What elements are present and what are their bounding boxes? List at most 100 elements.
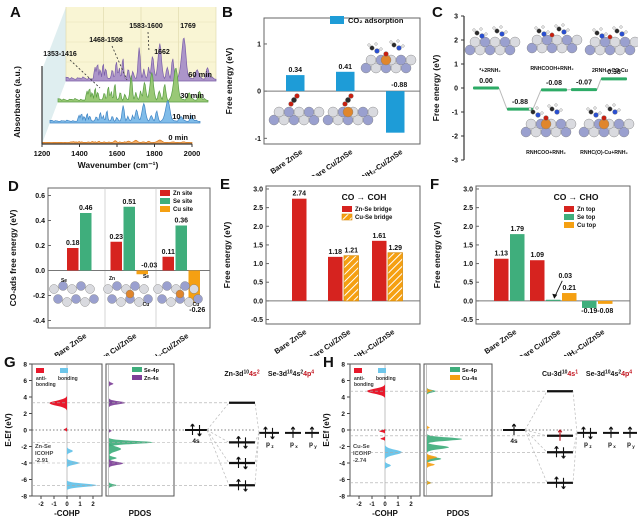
svg-text:Bare Cu/ZnSe: Bare Cu/ZnSe [93,331,138,356]
svg-text:1468-1508: 1468-1508 [89,37,123,44]
svg-text:0 min: 0 min [168,133,188,142]
svg-text:Free energy (eV): Free energy (eV) [431,55,441,122]
panel-d-bar-chart: -0.4 -0.2 0.0 0.2 0.4 0.6 CO-ads free energy (… [8,187,211,356]
svg-text:Bare Cu/ZnSe: Bare Cu/ZnSe [517,327,562,356]
svg-text:-0.88: -0.88 [512,99,528,106]
svg-text:4: 4 [341,395,345,402]
svg-text:Bare Cu/ZnSe: Bare Cu/ZnSe [309,147,354,176]
svg-text:0.2: 0.2 [35,243,45,250]
svg-text:anti-: anti- [354,376,365,382]
svg-text:-COHP: -COHP [54,509,80,518]
svg-text:-0.2: -0.2 [33,293,45,300]
svg-text:CO → CHO: CO → CHO [554,192,599,202]
svg-text:CO₂ adsorption: CO₂ adsorption [348,16,404,25]
svg-text:1662: 1662 [154,49,170,56]
svg-text:0: 0 [23,428,27,435]
svg-text:1: 1 [454,62,458,69]
svg-text:-2: -2 [339,444,345,451]
svg-text:1600: 1600 [109,149,126,158]
svg-text:2RNH₂-Cu/ZnSe: 2RNH₂-Cu/ZnSe [353,147,405,176]
svg-text:-3: -3 [452,158,458,165]
svg-text:0.46: 0.46 [79,205,93,212]
svg-text:-0.08: -0.08 [546,80,562,87]
svg-text:3.0: 3.0 [253,186,263,193]
svg-text:-2.74: -2.74 [353,458,367,464]
svg-text:1.79: 1.79 [510,226,524,233]
svg-text:2: 2 [341,411,345,418]
svg-text:1.09: 1.09 [530,252,544,259]
svg-text:1800: 1800 [146,149,163,158]
svg-text:1.5: 1.5 [463,242,473,249]
svg-text:0.41: 0.41 [338,64,352,71]
svg-text:0.11: 0.11 [162,249,175,256]
svg-text:2.0: 2.0 [253,224,263,231]
svg-text:2.0: 2.0 [463,224,473,231]
svg-text:2RNH₂-Cu/ZnSe: 2RNH₂-Cu/ZnSe [555,327,607,356]
svg-text:1200: 1200 [34,149,51,158]
svg-text:Bare ZnSe: Bare ZnSe [269,147,305,176]
svg-text:0.03: 0.03 [558,273,572,280]
svg-text:Zn site: Zn site [173,191,193,197]
svg-text:2.5: 2.5 [253,205,263,212]
panel-e-bar-chart: -0.5 0.0 0.5 1.0 1.5 2.0 2.5 3.0 Free energy (eV… [222,185,421,356]
svg-text:2.5: 2.5 [463,205,473,212]
svg-text:z: z [271,444,274,449]
svg-text:p: p [309,441,313,448]
svg-text:0: 0 [383,502,387,508]
svg-text:Zn-4s: Zn-4s [144,376,159,382]
svg-text:p: p [584,441,588,448]
svg-text:Se-3d104s24p4: Se-3d104s24p4 [586,370,632,379]
svg-text:E-Ef (eV): E-Ef (eV) [322,413,331,447]
svg-text:2.74: 2.74 [292,191,306,198]
svg-text:1.0: 1.0 [463,261,473,268]
svg-text:1583-1600: 1583-1600 [129,23,163,30]
svg-text:0.23: 0.23 [109,234,123,241]
svg-text:3.0: 3.0 [463,186,473,193]
svg-text:RNHC(O)-Cu+RNH₂: RNHC(O)-Cu+RNH₂ [580,150,628,156]
panel-label-d: D [8,178,19,195]
svg-text:-2: -2 [452,134,458,141]
svg-text:2: 2 [409,502,413,508]
svg-text:-0.5: -0.5 [251,317,263,324]
svg-text:-0.88: -0.88 [391,82,407,89]
svg-text:3: 3 [454,14,458,21]
svg-text:Zn-Se bridge: Zn-Se bridge [355,207,392,213]
svg-text:Cu: Cu [143,302,150,308]
svg-text:PDOS: PDOS [447,509,470,518]
svg-text:4: 4 [23,395,27,402]
panel-c-energy-diagram: 3 2 1 0 -1 -2 -3 Free energy (eV) 0.00 -0.88 -0.08… [431,14,638,165]
panel-label-h: H [323,354,334,371]
svg-text:-1: -1 [51,502,57,508]
svg-text:Wavenumber (cm⁻¹): Wavenumber (cm⁻¹) [78,160,159,170]
svg-text:Zn: Zn [109,276,115,282]
svg-text:Bare ZnSe: Bare ZnSe [53,331,89,356]
svg-text:Cu-3d104s1: Cu-3d104s1 [542,370,578,379]
svg-text:0.38: 0.38 [607,69,621,76]
svg-text:1: 1 [78,502,82,508]
svg-text:Cu site: Cu site [173,207,194,213]
svg-text:1353-1416: 1353-1416 [43,51,77,58]
svg-text:0.5: 0.5 [253,280,263,287]
svg-text:2000: 2000 [184,149,201,158]
svg-text:8: 8 [341,362,345,369]
svg-text:0.00: 0.00 [479,78,493,85]
panel-label-g: G [4,354,16,371]
svg-text:Cu-4s: Cu-4s [462,376,477,382]
svg-text:Bare Cu/ZnSe: Bare Cu/ZnSe [307,327,352,356]
svg-text:2: 2 [23,411,27,418]
svg-text:1.29: 1.29 [388,245,402,252]
svg-text:1.0: 1.0 [253,261,263,268]
svg-text:bonding: bonding [58,376,78,382]
svg-text:1.18: 1.18 [328,249,342,256]
svg-text:-0.4: -0.4 [33,318,45,325]
svg-text:*+2RNH₂: *+2RNH₂ [479,68,501,74]
svg-text:Se: Se [143,274,149,280]
svg-text:-0.26: -0.26 [189,307,205,314]
svg-text:-8: -8 [339,494,345,501]
svg-text:0.34: 0.34 [288,67,302,74]
svg-text:Cu-Se: Cu-Se [353,444,371,450]
svg-text:0.51: 0.51 [122,199,136,206]
svg-text:6: 6 [23,378,27,385]
svg-text:1.61: 1.61 [372,233,386,240]
